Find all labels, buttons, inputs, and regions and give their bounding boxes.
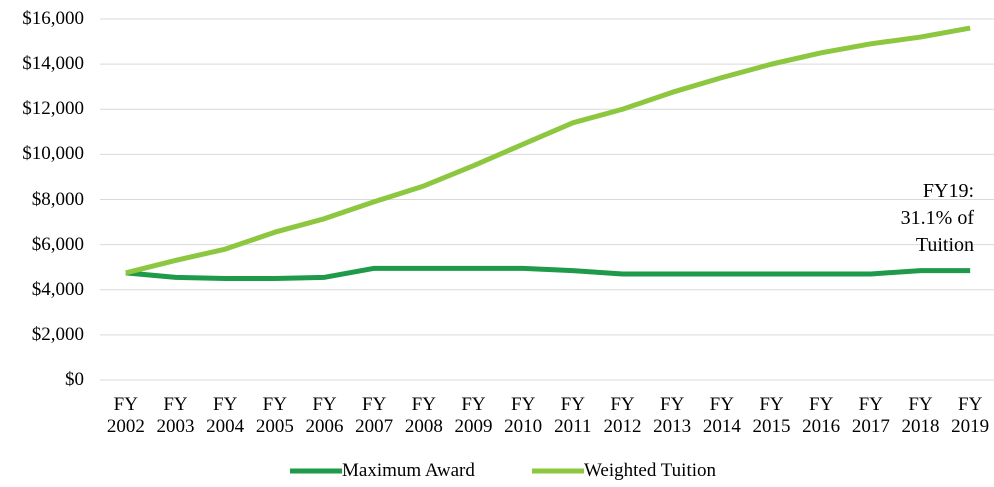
x-tick-label: FY 2004: [206, 394, 245, 437]
x-tick-label: FY 2007: [355, 394, 394, 437]
x-tick-label: FY 2010: [504, 394, 543, 437]
y-tick-label: $14,000: [22, 53, 84, 75]
x-tick-label: FY 2019: [951, 394, 990, 437]
y-tick-label: $8,000: [31, 188, 84, 210]
y-tick-label: $10,000: [22, 143, 84, 165]
x-tick-label: FY 2017: [851, 394, 890, 437]
x-tick-label: FY 2012: [603, 394, 642, 437]
y-tick-label: $16,000: [22, 8, 84, 29]
x-tick-label: FY 2014: [702, 394, 741, 437]
x-tick-label: FY 2008: [404, 394, 443, 437]
y-tick-label: $4,000: [31, 278, 84, 300]
x-tick-label: FY 2003: [156, 394, 195, 437]
legend-label: Maximum Award: [342, 460, 475, 481]
x-tick-label: FY 2018: [901, 394, 940, 437]
y-tick-label: $6,000: [31, 233, 84, 255]
series-line: [125, 25, 971, 276]
y-tick-label: $12,000: [22, 98, 84, 120]
y-tick-label: $0: [65, 369, 84, 390]
x-tick-label: FY 2005: [255, 394, 294, 437]
legend-label: Weighted Tuition: [584, 460, 717, 481]
x-tick-label: FY 2013: [653, 394, 692, 437]
x-tick-label: FY 2009: [454, 394, 493, 437]
x-tick-label: FY 2011: [554, 394, 592, 437]
annotation: FY19: 31.1% of Tuition: [900, 180, 974, 256]
series-line: [125, 265, 971, 281]
x-tick-label: FY 2002: [106, 394, 145, 437]
x-tick-label: FY 2015: [752, 394, 791, 437]
y-tick-label: $2,000: [31, 323, 84, 345]
x-tick-label: FY 2006: [305, 394, 344, 437]
x-tick-label: FY 2016: [802, 394, 841, 437]
